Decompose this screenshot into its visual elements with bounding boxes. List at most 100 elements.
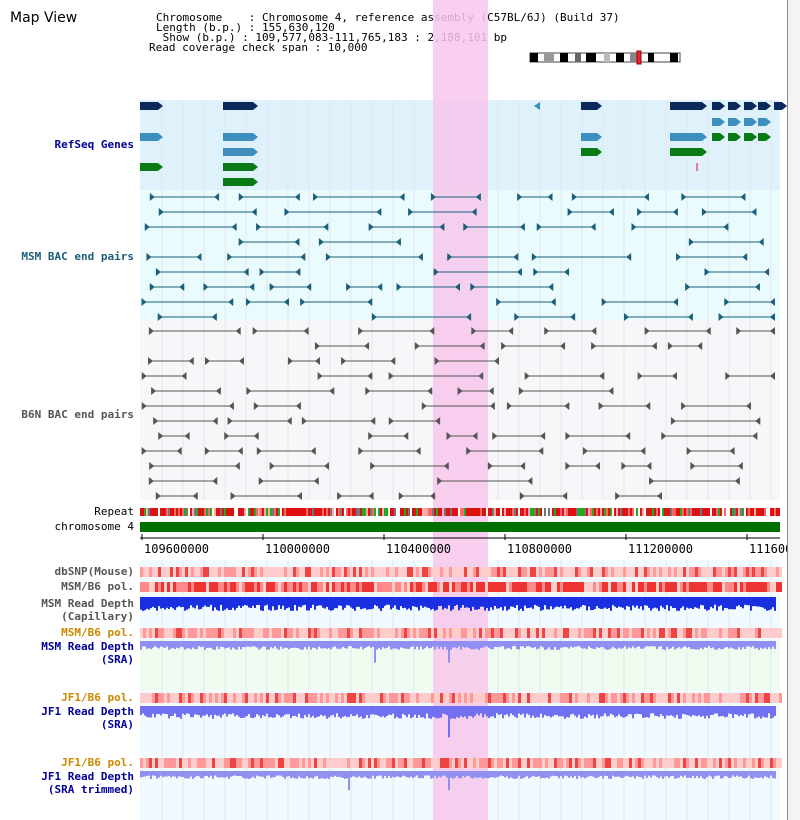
- jf1-depth-sra-bar: [502, 706, 504, 719]
- msm-depth-sra-bar: [558, 641, 560, 650]
- jf1-b6-pol-2-heat: [452, 758, 455, 768]
- jf1-b6-pol-heat: [548, 693, 551, 703]
- msm-bac-pair-end: [377, 283, 383, 291]
- jf1-depth-trimmed-bar: [430, 771, 432, 779]
- jf1-depth-sra-bar: [284, 706, 286, 715]
- track-label-jf1-b6-pol-2[interactable]: JF1/B6 pol.: [61, 756, 134, 769]
- jf1-b6-pol-2-heat: [731, 758, 734, 768]
- jf1-b6-pol-heat: [386, 693, 389, 703]
- jf1-b6-pol-heat: [635, 693, 638, 703]
- msm-depth-sra-bar: [642, 641, 644, 649]
- jf1-b6-pol-2-heat: [476, 758, 479, 768]
- jf1-depth-sra-bar: [378, 706, 380, 717]
- track-label-b6n-bac[interactable]: B6N BAC end pairs: [21, 408, 134, 421]
- jf1-depth-trimmed-bar: [754, 771, 756, 778]
- repeat-block: [196, 508, 198, 516]
- map-view-title: Map View: [10, 10, 78, 26]
- msm-b6-pol-heat: [275, 582, 278, 592]
- msm-b6-pol-heat: [287, 582, 290, 592]
- msm-depth-sra-bar: [494, 641, 496, 647]
- msm-b6-pol-heat: [563, 582, 566, 592]
- msm-b6-pol-2-heat: [641, 628, 644, 638]
- msm-depth-sra-bar: [150, 641, 152, 650]
- msm-b6-pol-heat: [269, 582, 272, 592]
- dbsnp-heat: [695, 567, 698, 577]
- msm-depth-sra-bar: [602, 641, 604, 648]
- track-label-refseq[interactable]: RefSeq Genes: [54, 138, 134, 151]
- msm-b6-pol-heat: [152, 582, 155, 592]
- dbsnp-heat: [557, 567, 560, 577]
- repeat-block: [226, 508, 228, 516]
- vertical-scrollbar[interactable]: [787, 0, 800, 820]
- repeat-block: [550, 508, 552, 516]
- msm-depth-capillary-bar: [714, 597, 716, 605]
- msm-bac-pair-end: [724, 298, 730, 306]
- jf1-b6-pol-2-heat: [194, 758, 197, 768]
- b6n-bac-pair-end: [457, 387, 463, 395]
- b6n-bac-pair-end: [562, 492, 568, 500]
- msm-depth-sra-bar: [232, 641, 234, 648]
- msm-b6-pol-heat: [263, 582, 266, 592]
- msm-b6-pol-heat: [497, 582, 500, 592]
- repeat-block: [180, 508, 182, 516]
- msm-depth-sra-bar: [644, 641, 646, 648]
- jf1-depth-trimmed-bar: [568, 771, 570, 778]
- jf1-b6-pol-2-heat: [524, 758, 527, 768]
- jf1-depth-trimmed-bar: [760, 771, 762, 778]
- msm-depth-sra-bar: [360, 641, 362, 647]
- msm-depth-sra-bar: [362, 641, 364, 650]
- msm-b6-pol-2-heat: [722, 628, 725, 638]
- msm-depth-capillary-bar: [722, 597, 724, 611]
- track-label-msm-read-depth-sra[interactable]: MSM Read Depth: [41, 640, 134, 653]
- msm-bac-pair-end: [687, 313, 693, 321]
- dbsnp-heat: [440, 567, 443, 577]
- jf1-depth-trimmed-bar: [538, 771, 540, 777]
- track-label-msm-b6-pol-2[interactable]: MSM/B6 pol.: [61, 626, 134, 639]
- track-label-jf1-read-depth-sra[interactable]: JF1 Read Depth: [41, 705, 134, 718]
- jf1-b6-pol-2-heat: [638, 758, 641, 768]
- msm-depth-capillary-bar: [554, 597, 556, 608]
- jf1-b6-pol-heat: [215, 693, 218, 703]
- msm-bac-pair-end: [238, 193, 244, 201]
- track-label-capillary: (Capillary): [61, 610, 134, 623]
- jf1-depth-trimmed-bar: [510, 771, 512, 778]
- msm-depth-sra-bar: [516, 641, 518, 650]
- repeat-block: [596, 508, 598, 516]
- track-label-dbsnp[interactable]: dbSNP(Mouse): [54, 565, 134, 578]
- dbsnp-heat: [158, 567, 161, 577]
- track-label-msm-bac[interactable]: MSM BAC end pairs: [21, 250, 134, 263]
- track-label-jf1-read-depth-trimmed[interactable]: JF1 Read Depth: [41, 770, 134, 783]
- b6n-bac-pair-end: [246, 387, 252, 395]
- jf1-depth-trimmed-bar: [242, 771, 244, 778]
- msm-b6-pol-2-heat: [251, 628, 254, 638]
- msm-b6-pol-2-heat: [455, 628, 458, 638]
- dbsnp-heat: [350, 567, 353, 577]
- dbsnp-heat: [752, 567, 755, 577]
- jf1-depth-trimmed-bar: [514, 771, 516, 779]
- track-label-msm-read-depth-capillary[interactable]: MSM Read Depth: [41, 597, 134, 610]
- jf1-depth-sra-bar: [666, 706, 668, 716]
- repeat-block: [256, 508, 258, 516]
- track-label-msm-b6-pol[interactable]: MSM/B6 pol.: [61, 580, 134, 593]
- msm-b6-pol-heat: [599, 582, 602, 592]
- dbsnp-heat: [485, 567, 488, 577]
- b6n-bac-pair-end: [238, 357, 244, 365]
- repeat-block: [408, 508, 410, 516]
- repeat-block: [306, 508, 308, 516]
- track-label-jf1-b6-pol[interactable]: JF1/B6 pol.: [61, 691, 134, 704]
- repeat-block: [192, 508, 194, 516]
- jf1-depth-sra-bar: [520, 706, 522, 715]
- msm-bac-pair-end: [211, 313, 217, 321]
- msm-depth-sra-bar: [174, 641, 176, 650]
- jf1-depth-sra-bar: [534, 706, 536, 718]
- jf1-b6-pol-heat: [443, 693, 446, 703]
- repeat-block: [450, 508, 452, 516]
- msm-depth-sra-bar: [632, 641, 634, 647]
- jf1-depth-sra-bar: [568, 706, 570, 718]
- msm-depth-sra-bar: [190, 641, 192, 650]
- msm-depth-sra-bar: [468, 641, 470, 649]
- msm-bac-pair-end: [295, 268, 301, 276]
- jf1-depth-sra-bar: [314, 706, 316, 719]
- dbsnp-heat: [671, 567, 674, 577]
